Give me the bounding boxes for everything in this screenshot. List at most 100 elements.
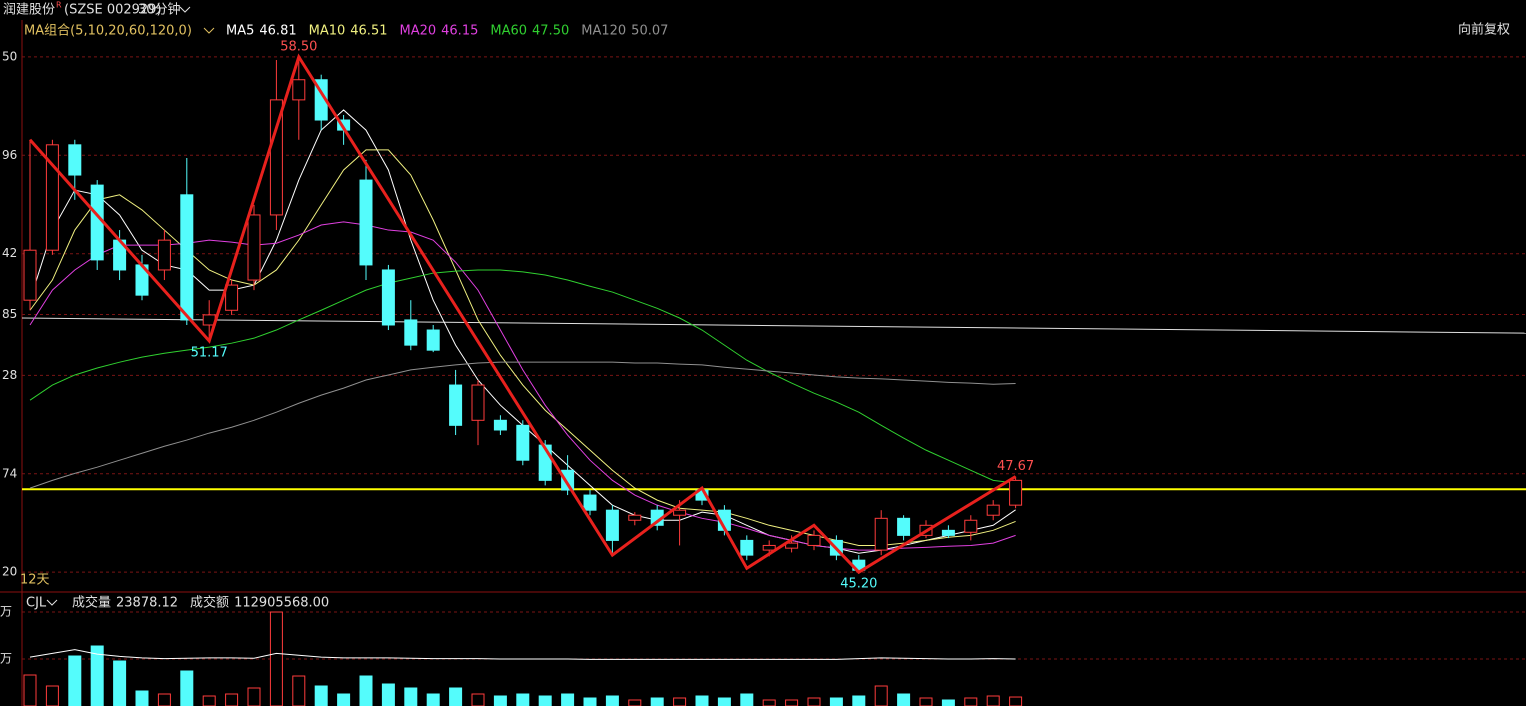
legend-title: MA组合(5,10,20,60,120,0) — [24, 24, 192, 39]
volume-bar — [404, 687, 418, 706]
volume-bar — [986, 695, 1000, 706]
y-tick-label: 28 — [2, 368, 17, 382]
y-tick-label: 万 — [0, 652, 12, 666]
candle-body — [583, 494, 597, 511]
volume-bar — [717, 697, 731, 706]
candle-body — [941, 529, 955, 536]
candle-body — [874, 517, 888, 551]
candle-body — [493, 419, 507, 431]
volume-bar — [628, 699, 642, 706]
volume-bar — [157, 693, 171, 706]
volume-chevron — [46, 599, 58, 606]
ma-line — [29, 361, 1016, 489]
volume-bar — [897, 693, 911, 706]
candle-body — [68, 144, 82, 176]
volume-bar — [650, 697, 664, 706]
legend-chevron — [203, 27, 215, 34]
adjust-mode[interactable]: 向前复权 — [1458, 22, 1510, 38]
price-annotation: 47.67 — [997, 459, 1034, 474]
period[interactable]: 30分钟 — [138, 2, 181, 18]
candle-body — [964, 519, 978, 533]
volume-bar — [292, 675, 306, 706]
candle-body — [986, 504, 1000, 516]
candle-body — [673, 509, 687, 516]
candle-body — [785, 542, 799, 549]
volume-bar — [695, 695, 709, 706]
volume-bar — [337, 693, 351, 706]
legend-value: 46.81 — [259, 24, 296, 39]
legend-name: MA60 — [490, 24, 527, 39]
y-tick-label: 万 — [0, 605, 12, 619]
legend-name: MA120 — [581, 24, 626, 39]
candle-body — [90, 184, 104, 261]
candle-body — [381, 269, 395, 326]
candle-body — [561, 469, 575, 491]
candle-body — [247, 214, 261, 281]
candle-body — [157, 239, 171, 271]
volume-bar — [135, 690, 149, 706]
stock-code: (SZSE 002929) — [64, 3, 162, 18]
period-chevron[interactable] — [179, 6, 191, 13]
y-tick-label: 96 — [2, 148, 17, 162]
volume-bar — [180, 670, 194, 706]
volume-bar — [269, 611, 283, 706]
volume-value: 23878.12 — [116, 596, 178, 611]
legend-name: MA20 — [399, 24, 436, 39]
price-annotation: 51.17 — [191, 345, 228, 360]
volume-ma-line — [29, 649, 1016, 660]
days-label: 12天 — [20, 573, 50, 588]
volume-bar — [45, 685, 59, 706]
legend-name: MA5 — [226, 24, 254, 39]
candle-body — [762, 544, 776, 551]
candle-body — [292, 79, 306, 101]
price-annotation: 45.20 — [840, 577, 877, 592]
legend-value: 50.07 — [631, 24, 668, 39]
volume-bar — [829, 697, 843, 706]
candle-body — [897, 517, 911, 536]
volume-bar — [314, 685, 328, 706]
volume-bar — [583, 697, 597, 706]
candle-body — [628, 514, 642, 521]
volume-bar — [919, 697, 933, 706]
candle-body — [471, 384, 485, 421]
volume-bar — [740, 693, 754, 706]
drawn-line — [21, 317, 1526, 334]
candle-body — [404, 319, 418, 346]
volume-bar — [359, 675, 373, 706]
ma-line — [29, 109, 1016, 554]
volume-bar — [493, 695, 507, 706]
volume-bar — [561, 693, 575, 706]
volume-bar — [852, 695, 866, 706]
candle-body — [359, 179, 373, 266]
volume-bar — [538, 695, 552, 706]
volume-bar — [449, 687, 463, 706]
volume-bar — [113, 660, 127, 706]
candle-body — [180, 194, 194, 321]
volume-bar — [785, 699, 799, 706]
stock-mark: R — [56, 1, 62, 10]
volume-bar — [68, 655, 82, 706]
y-tick-label: 50 — [2, 49, 17, 63]
candle-body — [605, 509, 619, 541]
candle-body — [269, 99, 283, 216]
candle-body — [740, 539, 754, 556]
candle-body — [449, 384, 463, 426]
volume-bar — [516, 693, 530, 706]
ma-line — [29, 221, 1016, 551]
legend-value: 46.15 — [441, 24, 478, 39]
y-tick-label: 42 — [2, 246, 17, 260]
y-tick-label: 85 — [2, 307, 17, 321]
candle-body — [426, 329, 440, 351]
legend-name: MA10 — [309, 24, 346, 39]
volume-bar — [807, 697, 821, 706]
volume-bar — [247, 687, 261, 706]
volume-bar — [605, 695, 619, 706]
volume-bar — [874, 685, 888, 706]
price-annotation: 58.50 — [280, 39, 317, 54]
candle-body — [23, 249, 37, 301]
candle-body — [1009, 479, 1023, 506]
volume-title: CJL — [26, 596, 47, 611]
ma-line — [29, 149, 1016, 546]
